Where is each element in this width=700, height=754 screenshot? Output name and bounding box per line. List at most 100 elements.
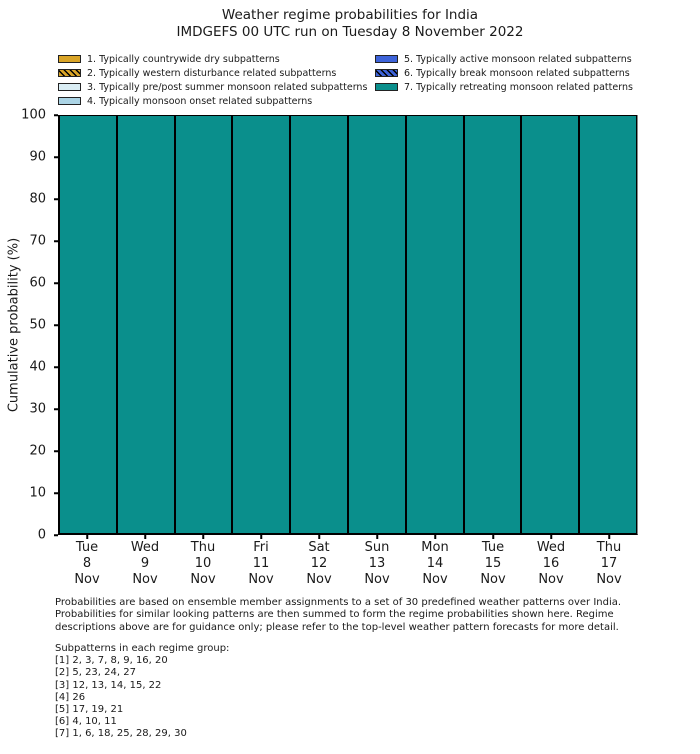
x-axis-tick-marks <box>58 535 638 540</box>
x-tick-label-line: Wed <box>536 540 566 555</box>
x-tick-label-line: 8 <box>82 556 92 571</box>
bar-column <box>290 115 348 534</box>
color-swatch-icon <box>58 83 81 91</box>
bar-column <box>174 115 233 534</box>
y-axis-tick-marks <box>53 114 58 536</box>
x-tick-label-line: Thu <box>596 540 622 555</box>
y-tick-mark <box>53 156 58 158</box>
x-tick-label-line: Mon <box>421 540 449 555</box>
legend-item: 7. Typically retreating monsoon related … <box>375 80 633 94</box>
bar-column <box>579 115 637 534</box>
bar-segment-regime-7 <box>232 115 291 534</box>
y-tick-mark <box>53 408 58 410</box>
subpattern-group: [3] 12, 13, 14, 15, 22 <box>55 679 162 691</box>
x-tick-label-line: Fri <box>253 540 269 555</box>
y-tick-label: 30 <box>29 401 46 417</box>
x-axis-tick-labels: Tue 8 Nov Wed 9 Nov Thu 10 Nov Fri 11 Nov Sat 12 Nov Su… <box>58 540 638 588</box>
legend-item: 4. Typically monsoon onset related subpa… <box>58 94 367 108</box>
x-tick-label-line: 10 <box>194 556 212 571</box>
x-tick-mark <box>608 535 610 539</box>
x-tick-label: Tue 8 Nov <box>58 540 116 588</box>
y-tick-label: 100 <box>21 107 46 123</box>
y-tick-mark <box>53 198 58 200</box>
bar-segment-regime-7 <box>405 115 464 534</box>
stacked-bars <box>59 115 637 534</box>
subpattern-group: [6] 4, 10, 11 <box>55 716 117 728</box>
color-swatch-icon <box>58 55 81 63</box>
y-tick-label: 40 <box>29 359 46 375</box>
bar-segment-regime-7 <box>463 115 522 534</box>
bar-segment-regime-7 <box>59 115 117 534</box>
chart-title: Weather regime probabilities for India <box>221 7 479 23</box>
chart-subtitle: IMDGEFS 00 UTC run on Tuesday 8 November… <box>176 24 524 40</box>
plot-area <box>58 115 638 535</box>
subpattern-group: [4] 26 <box>55 691 86 703</box>
bar-column <box>347 115 406 534</box>
subpatterns-heading: Subpatterns in each regime group: <box>55 643 230 654</box>
y-tick-mark <box>53 324 58 326</box>
x-tick-mark <box>492 535 494 539</box>
y-tick-mark <box>53 534 58 536</box>
x-tick-label-line: 9 <box>140 556 150 571</box>
color-swatch-icon <box>375 83 398 91</box>
x-tick-label: Mon 14 Nov <box>406 540 464 588</box>
legend-item-label: 4. Typically monsoon onset related subpa… <box>87 95 313 107</box>
hatched-color-swatch-icon <box>375 69 398 77</box>
bar-segment-regime-7 <box>521 115 580 534</box>
y-tick-label: 20 <box>29 443 46 459</box>
subpattern-group: [1] 2, 3, 7, 8, 9, 16, 20 <box>55 655 168 667</box>
footer-line: Probabilities are based on ensemble memb… <box>55 597 622 608</box>
color-swatch-icon <box>58 97 81 105</box>
x-tick-mark <box>86 535 88 539</box>
x-tick-label-line: 17 <box>600 556 618 571</box>
x-tick-label-line: Nov <box>596 572 622 587</box>
y-tick-label: 10 <box>29 485 46 501</box>
subpatterns-list: Subpatterns in each regime group: [1] 2,… <box>55 643 229 741</box>
y-axis-tick-labels: 0 10 20 30 40 50 60 70 80 90 100 <box>0 108 52 543</box>
legend-item: 3. Typically pre/post summer monsoon rel… <box>58 80 367 94</box>
x-tick-mark <box>144 535 146 539</box>
x-tick-label-line: 11 <box>252 556 270 571</box>
subpattern-group: [7] 1, 6, 18, 25, 28, 29, 30 <box>55 728 187 740</box>
x-tick-label-line: Sat <box>308 540 330 555</box>
bar-column <box>59 115 117 534</box>
x-tick-label-line: Nov <box>480 572 506 587</box>
y-tick-mark <box>53 450 58 452</box>
y-tick-label: 50 <box>29 317 46 333</box>
legend-right-column: 5. Typically active monsoon related subp… <box>375 52 633 94</box>
legend-item-label: 5. Typically active monsoon related subp… <box>404 53 632 65</box>
legend-item: 5. Typically active monsoon related subp… <box>375 52 633 66</box>
y-tick-label: 90 <box>29 149 46 165</box>
x-tick-mark <box>376 535 378 539</box>
legend-item: 6. Typically break monsoon related subpa… <box>375 66 633 80</box>
x-tick-label: Sun 13 Nov <box>348 540 406 588</box>
x-tick-label: Sat 12 Nov <box>290 540 348 588</box>
y-tick-mark <box>53 114 58 116</box>
color-swatch-icon <box>375 55 398 63</box>
x-tick-label-line: 15 <box>484 556 502 571</box>
legend-item: 2. Typically western disturbance related… <box>58 66 367 80</box>
x-tick-mark <box>550 535 552 539</box>
y-tick-mark <box>53 492 58 494</box>
footer-line: descriptions above are for guidance only… <box>55 621 619 633</box>
bar-column <box>116 115 175 534</box>
x-tick-label: Wed 9 Nov <box>116 540 174 588</box>
bar-column <box>232 115 291 534</box>
hatched-color-swatch-icon <box>58 69 81 77</box>
x-tick-label-line: Nov <box>190 572 216 587</box>
footer-line: Probabilities for similar looking patter… <box>55 609 614 621</box>
x-tick-label-line: 13 <box>368 556 386 571</box>
x-tick-label-line: Tue <box>481 540 505 555</box>
x-tick-label-line: Nov <box>74 572 100 587</box>
bar-segment-regime-7 <box>347 115 406 534</box>
bar-segment-regime-7 <box>290 115 348 534</box>
x-tick-label-line: Wed <box>130 540 160 555</box>
x-tick-mark <box>434 535 436 539</box>
bar-segment-regime-7 <box>116 115 175 534</box>
bar-column <box>463 115 522 534</box>
y-tick-mark <box>53 240 58 242</box>
x-tick-label-line: Sun <box>364 540 390 555</box>
x-tick-label-line: Nov <box>364 572 390 587</box>
x-tick-label-line: Nov <box>306 572 332 587</box>
x-tick-label-line: Nov <box>248 572 274 587</box>
